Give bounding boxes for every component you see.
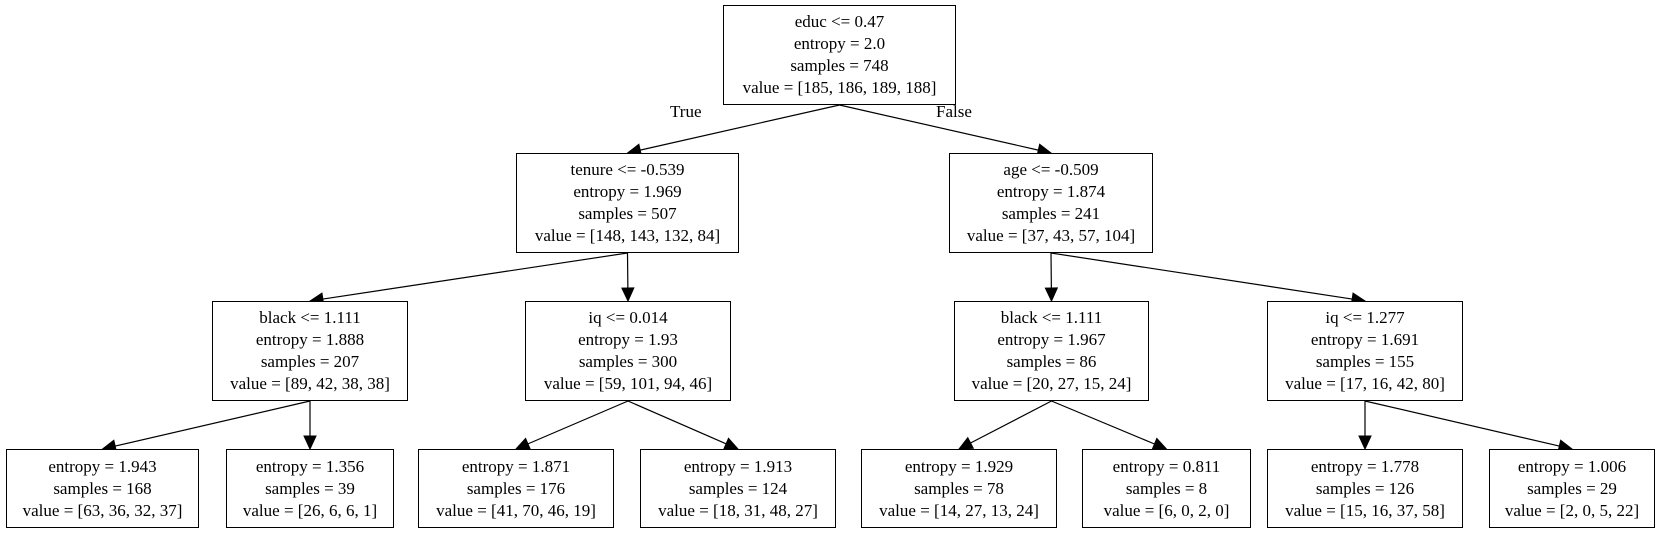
node-line: samples = 300 <box>578 352 678 371</box>
node-line: entropy = 1.874 <box>996 182 1106 201</box>
node-line: samples = 176 <box>466 478 566 498</box>
node-line: samples = 39 <box>265 478 355 498</box>
node-line: value = [17, 16, 42, 80] <box>1285 374 1445 393</box>
node-line: samples = 748 <box>790 56 889 75</box>
arrowhead-icon <box>621 287 635 303</box>
node-line: value = [37, 43, 57, 104] <box>966 226 1136 245</box>
edge-label-true: True <box>670 102 702 121</box>
node-line: value = [2, 0, 5, 22] <box>1504 500 1640 520</box>
arrowhead-icon <box>722 437 740 450</box>
edge-label-false: False <box>936 102 972 121</box>
node-line: value = [148, 143, 132, 84] <box>534 226 721 245</box>
tree-edge <box>640 104 840 151</box>
tree-node-n11: entropy = 1.929 samples = 78 value = [14, … <box>861 449 1057 528</box>
node-line: black <= 1.111 <box>259 308 361 327</box>
tree-edge <box>627 400 727 445</box>
node-line: value = [14, 27, 13, 24] <box>879 500 1039 520</box>
tree-edge <box>1051 400 1155 445</box>
node-line: samples = 124 <box>688 478 788 498</box>
tree-node-n9: entropy = 1.871 samples = 176 value = [41,… <box>418 449 614 528</box>
node-line: samples = 78 <box>914 478 1004 498</box>
node-line: entropy = 1.943 <box>48 456 157 476</box>
tree-edge <box>1364 400 1560 447</box>
node-line: entropy = 1.929 <box>904 456 1014 476</box>
tree-node-n6: iq <= 1.277 entropy = 1.691 samples = 155 v… <box>1267 301 1463 401</box>
tree-node-n3: black <= 1.111 entropy = 1.888 samples = 2… <box>212 301 408 401</box>
tree-node-n14: entropy = 1.006 samples = 29 value = [2, 0… <box>1489 449 1655 528</box>
node-line: entropy = 2.0 <box>793 34 886 53</box>
tree-node-n7: entropy = 1.943 samples = 168 value = [63,… <box>6 449 199 528</box>
tree-node-n1: tenure <= -0.539 entropy = 1.969 samples =… <box>516 153 739 253</box>
tree-node-n10: entropy = 1.913 samples = 124 value = [18,… <box>640 449 836 528</box>
tree-edge <box>1050 252 1353 300</box>
node-line: educ <= 0.47 <box>794 12 885 31</box>
node-line: value = [18, 31, 48, 27] <box>658 500 818 520</box>
node-line: samples = 507 <box>578 204 677 223</box>
node-line: entropy = 1.888 <box>255 330 365 349</box>
arrowhead-icon <box>1358 435 1372 451</box>
node-line: value = [59, 101, 94, 46] <box>543 374 713 393</box>
node-line: entropy = 1.969 <box>573 182 682 201</box>
node-line: entropy = 1.93 <box>578 330 678 349</box>
tree-node-n2: age <= -0.509 entropy = 1.874 samples = 24… <box>949 153 1153 253</box>
node-line: entropy = 1.913 <box>683 456 793 476</box>
node-line: samples = 8 <box>1125 478 1208 498</box>
node-line: samples = 207 <box>260 352 360 371</box>
node-line: entropy = 1.356 <box>255 456 365 476</box>
node-line: value = [63, 36, 32, 37] <box>22 500 183 520</box>
node-line: value = [41, 70, 46, 19] <box>436 500 596 520</box>
tree-node-n4: iq <= 0.014 entropy = 1.93 samples = 300 va… <box>525 301 731 401</box>
arrowhead-icon <box>957 436 975 450</box>
node-line: iq <= 0.014 <box>588 308 668 327</box>
tree-node-n12: entropy = 0.811 samples = 8 value = [6, 0,… <box>1082 449 1251 528</box>
node-line: entropy = 1.778 <box>1310 456 1420 476</box>
tree-node-n5: black <= 1.111 entropy = 1.967 samples = 8… <box>954 301 1149 401</box>
node-line: samples = 29 <box>1527 478 1617 498</box>
node-line: samples = 155 <box>1315 352 1415 371</box>
node-line: black <= 1.111 <box>1000 308 1103 327</box>
node-line: value = [26, 6, 6, 1] <box>242 500 378 520</box>
node-line: value = [185, 186, 189, 188] <box>742 78 937 97</box>
node-line: samples = 86 <box>1006 352 1097 371</box>
tree-edge <box>322 252 628 300</box>
arrowhead-icon <box>1044 287 1059 303</box>
node-line: tenure <= -0.539 <box>570 160 685 179</box>
node-line: entropy = 1.871 <box>461 456 571 476</box>
node-line: value = [15, 16, 37, 58] <box>1285 500 1445 520</box>
tree-edge <box>115 400 311 447</box>
node-line: samples = 126 <box>1315 478 1415 498</box>
arrowhead-icon <box>1151 437 1168 451</box>
tree-edge <box>527 400 629 445</box>
node-line: entropy = 0.811 <box>1112 456 1221 476</box>
tree-node-n0: educ <= 0.47 entropy = 2.0 samples = 748 va… <box>723 5 956 105</box>
arrowhead-icon <box>514 437 532 450</box>
node-line: value = [6, 0, 2, 0] <box>1103 500 1230 520</box>
tree-node-n8: entropy = 1.356 samples = 39 value = [26, … <box>226 449 394 528</box>
node-line: entropy = 1.006 <box>1517 456 1627 476</box>
arrowhead-icon <box>303 435 317 451</box>
tree-edge <box>970 400 1052 444</box>
tree-node-n13: entropy = 1.778 samples = 126 value = [15,… <box>1267 449 1463 528</box>
node-line: entropy = 1.691 <box>1310 330 1420 349</box>
node-line: age <= -0.509 <box>1003 160 1099 179</box>
node-line: samples = 168 <box>53 478 152 498</box>
node-line: value = [20, 27, 15, 24] <box>971 374 1132 393</box>
node-line: value = [89, 42, 38, 38] <box>230 374 390 393</box>
node-line: entropy = 1.967 <box>997 330 1106 349</box>
node-line: samples = 241 <box>1001 204 1101 223</box>
tree-edge <box>839 104 1039 151</box>
node-line: iq <= 1.277 <box>1325 308 1405 327</box>
